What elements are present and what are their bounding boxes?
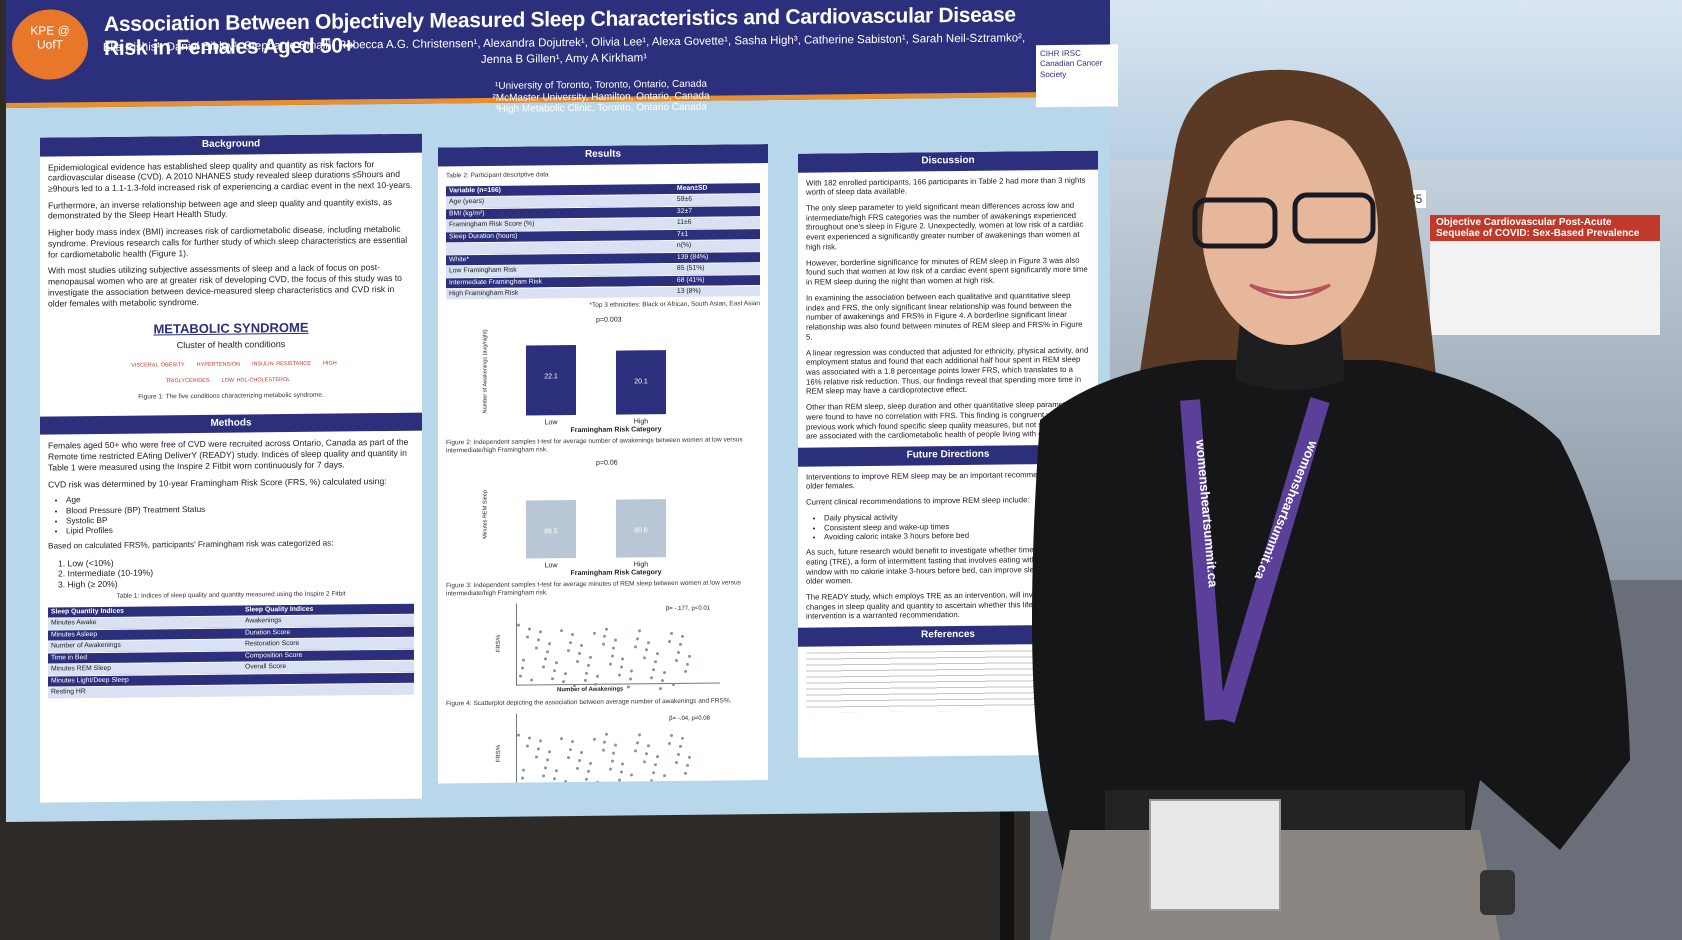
hair-front — [1200, 85, 1385, 200]
face — [1202, 115, 1378, 345]
glasses-right — [1292, 192, 1376, 244]
watch — [1480, 870, 1515, 915]
glasses-left — [1192, 197, 1278, 249]
smile — [1249, 283, 1331, 299]
background-poster: Objective Cardiovascular Post-Acute Sequ… — [1430, 215, 1660, 335]
lanyard-left — [1180, 399, 1225, 721]
background-poster-title: Objective Cardiovascular Post-Acute Sequ… — [1436, 217, 1640, 239]
lanyard-right — [1215, 397, 1330, 723]
badge — [1149, 799, 1281, 911]
